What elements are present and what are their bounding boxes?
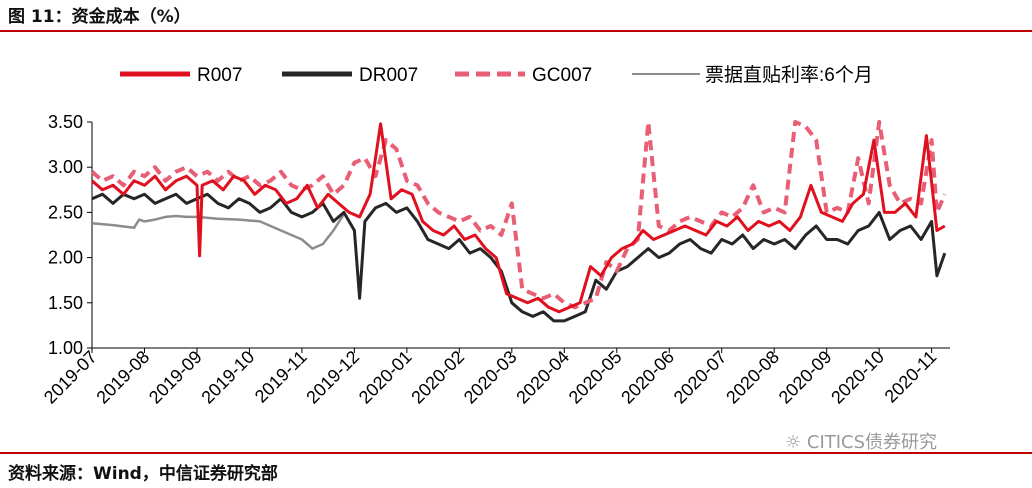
y-tick-label: 3.00 bbox=[48, 157, 83, 177]
x-tick-label: 2020-03 bbox=[460, 347, 521, 408]
x-axis-ticks: 2019-072019-082019-092019-102019-112019-… bbox=[40, 347, 940, 408]
x-tick-label: 2020-04 bbox=[512, 347, 573, 408]
x-tick-label: 2020-09 bbox=[775, 347, 836, 408]
x-tick-label: 2020-05 bbox=[565, 347, 626, 408]
series-line-gc007 bbox=[90, 120, 947, 310]
x-tick-label: 2019-10 bbox=[197, 347, 258, 408]
series-line-bill-rate-6m bbox=[91, 213, 345, 250]
x-tick-label: 2020-06 bbox=[617, 347, 678, 408]
source-note: 资料来源：Wind，中信证券研究部 bbox=[8, 464, 278, 484]
bottom-rule bbox=[0, 452, 1032, 454]
y-tick-label: 2.00 bbox=[48, 248, 83, 268]
x-tick-label: 2020-11 bbox=[881, 347, 941, 407]
legend-label-dr007: DR007 bbox=[359, 65, 418, 86]
legend: R007 DR007 GC007 票据直贴利率:6个月 bbox=[120, 64, 873, 86]
y-tick-label: 1.50 bbox=[48, 293, 83, 313]
legend-label-r007: R007 bbox=[197, 65, 242, 86]
y-tick-label: 2.50 bbox=[48, 202, 83, 222]
y-tick-label: 3.50 bbox=[48, 112, 83, 132]
x-tick-label: 2020-07 bbox=[670, 347, 731, 408]
chart-title: 图 11：资金成本（%） bbox=[8, 7, 191, 27]
x-tick-label: 2019-11 bbox=[251, 347, 311, 407]
wechat-icon: ☼ bbox=[785, 432, 802, 453]
x-tick-label: 2020-08 bbox=[722, 347, 783, 408]
watermark-text: CITICS债券研究 bbox=[806, 432, 938, 453]
y-tick-label: 1.00 bbox=[48, 338, 83, 358]
watermark: ☼ CITICS债券研究 bbox=[785, 428, 937, 454]
legend-label-gc007: GC007 bbox=[532, 65, 592, 86]
series-line-r007 bbox=[91, 122, 946, 314]
x-tick-label: 2020-10 bbox=[827, 347, 888, 408]
x-tick-label: 2020-02 bbox=[407, 347, 468, 408]
series-line-dr007 bbox=[91, 192, 947, 323]
x-tick-label: 2020-01 bbox=[355, 347, 416, 408]
y-axis-ticks: 1.00 1.50 2.00 2.50 3.00 3.50 bbox=[48, 112, 92, 358]
x-tick-label: 2019-08 bbox=[92, 347, 153, 408]
x-tick-label: 2019-12 bbox=[302, 347, 363, 408]
x-tick-label: 2019-09 bbox=[145, 347, 206, 408]
series-lines bbox=[90, 120, 947, 323]
top-rule bbox=[0, 30, 1032, 32]
legend-label-bill: 票据直贴利率:6个月 bbox=[705, 64, 873, 86]
